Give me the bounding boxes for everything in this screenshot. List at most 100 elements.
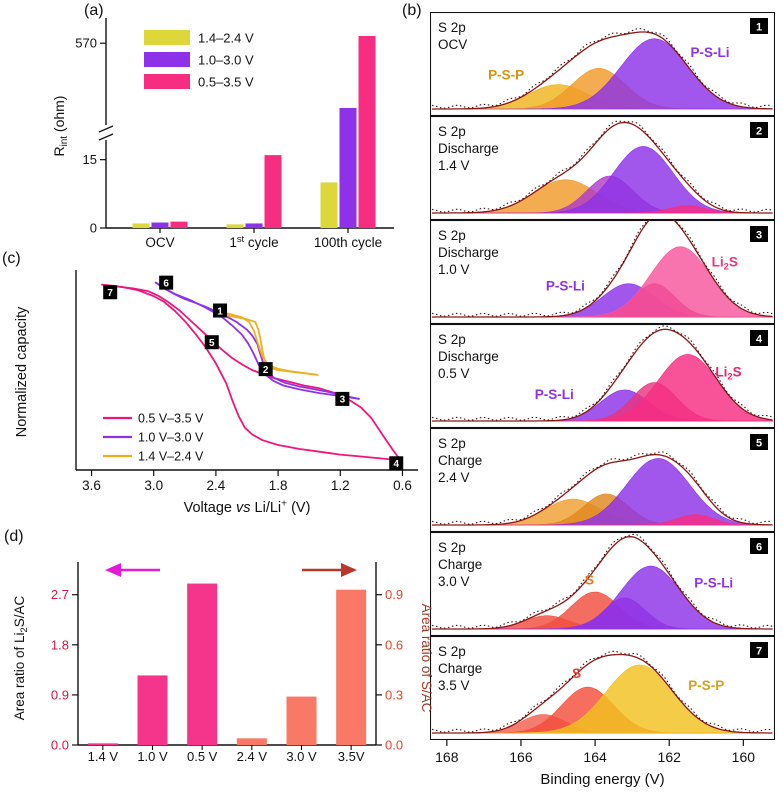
c-marker-number: 4 — [393, 459, 399, 470]
c-x-tick-label: 2.4 — [207, 478, 226, 493]
b-spectrum-label: S 2p — [438, 20, 466, 35]
b-x-tick-label: 166 — [509, 749, 533, 765]
a-x-tick-label: 100th cycle — [314, 235, 382, 250]
a-legend-label: 1.0–3.0 V — [198, 53, 254, 68]
b-number-badge — [750, 18, 768, 34]
c-marker-number: 7 — [107, 288, 113, 299]
panel-a-impedance-bar-chart: 0 15 570 Rint (ohm) OCV 1st cycle 100th cycle 1… — [51, 18, 394, 250]
b-raw-data-dotted-line — [431, 533, 773, 629]
d-x-tick-label: 0.5 V — [187, 749, 218, 764]
xps-spectrum-7: S 2p Charge 3.5 V 7 S P-S-P — [430, 636, 775, 740]
a-bar — [358, 36, 376, 228]
panel-a-label: (a) — [84, 2, 104, 19]
b-raw-data-dotted-line — [431, 451, 773, 525]
c-marker-badge — [103, 285, 118, 300]
c-x-tick-label: 1.2 — [331, 478, 350, 493]
d-x-tick-label: 1.0 V — [137, 749, 168, 764]
b-spectrum-label: 3.0 V — [438, 574, 470, 589]
b-spectrum-label: 3.5 V — [438, 678, 470, 693]
b-x-tick-label: 164 — [583, 749, 607, 765]
a-bar — [170, 221, 188, 228]
a-bar — [226, 224, 244, 228]
c-curve — [154, 281, 360, 400]
xps-spectrum-4: S 2p Discharge 0.5 V 4 P-S-Li Li2S — [430, 324, 775, 428]
b-x-tick-label: 160 — [732, 749, 756, 765]
d-right-tick-label: 0.9 — [385, 587, 403, 602]
b-envelope-line — [432, 121, 773, 214]
c-x-tick-label: 3.6 — [82, 478, 101, 493]
a-bar — [245, 223, 263, 228]
panel-d-area-ratio-bar-chart: 0.0 0.9 1.8 2.7 0.0 0.3 0.6 0.9 1.4 V 1.0 V 0.5 V 2… — [12, 562, 434, 764]
d-bar — [137, 675, 168, 745]
a-axis-break-mark — [98, 133, 114, 141]
b-spectrum-label: 1.0 V — [438, 262, 470, 277]
b-raw-data-dotted-line — [431, 325, 773, 421]
b-number-badge-text: 2 — [756, 126, 762, 138]
d-left-arrow-head — [105, 563, 121, 577]
b-number-badge-text: 5 — [756, 438, 762, 450]
c-marker-number: 2 — [263, 365, 269, 376]
d-x-tick-label: 1.4 V — [88, 749, 119, 764]
xps-spectrum-5: S 2p Charge 2.4 V 5 — [430, 428, 775, 532]
c-legend-label: 1.0 V–3.0 V — [138, 431, 204, 445]
b-raw-data-dotted-line — [431, 120, 773, 213]
c-curve — [212, 310, 319, 376]
b-envelope-line — [432, 220, 773, 318]
b-number-badge — [750, 434, 768, 450]
a-bar — [339, 108, 357, 228]
a-bar — [320, 182, 338, 228]
c-x-tick-label: 1.8 — [269, 478, 288, 493]
b-number-badge — [750, 226, 768, 242]
b-spectrum-label: 2.4 V — [438, 470, 470, 485]
d-x-tick-label: 3.5V — [338, 749, 365, 764]
b-spectrum-label: S 2p — [438, 332, 466, 347]
b-spectrum-label: S 2p — [438, 124, 466, 139]
d-x-tick-label: 3.0 V — [286, 749, 317, 764]
b-peak-annotation: P-S-Li — [691, 45, 730, 60]
a-y-axis-title: Rint (ohm) — [51, 96, 70, 157]
a-y-tick-label: 15 — [83, 152, 97, 167]
b-envelope-line — [432, 453, 773, 526]
a-legend-swatch — [144, 30, 190, 45]
a-y-tick-label: 570 — [75, 36, 97, 51]
b-envelope-line — [432, 31, 773, 110]
b-peak-annotation: P-S-Li — [535, 387, 574, 402]
a-bar — [151, 222, 169, 228]
c-marker-number: 5 — [209, 338, 215, 349]
d-bar — [187, 583, 218, 745]
c-marker-badge — [213, 303, 228, 318]
c-marker-badge — [389, 456, 404, 471]
d-bar — [286, 696, 317, 745]
panel-c-label: (c) — [2, 250, 21, 267]
b-peak-annotation: P-S-Li — [546, 278, 585, 293]
a-x-tick-label: OCV — [145, 235, 174, 250]
xps-spectrum-6: S 2p Charge 3.0 V 6 S P-S-Li — [430, 532, 775, 636]
c-marker-badge — [258, 362, 273, 377]
b-envelope-line — [432, 653, 773, 734]
b-spectrum-label: Discharge — [438, 141, 499, 156]
d-bar — [236, 738, 267, 745]
b-number-badge — [750, 538, 768, 554]
d-right-tick-label: 0.0 — [385, 738, 403, 753]
a-bar — [264, 155, 282, 228]
b-spectrum-label: Charge — [438, 453, 482, 468]
xps-spectrum-1: S 2p OCV 1 P-S-P P-S-Li — [430, 12, 775, 116]
b-spectrum-label: S 2p — [438, 644, 466, 659]
d-right-tick-label: 0.6 — [385, 637, 403, 652]
b-number-badge-text: 3 — [756, 230, 762, 242]
b-peak-annotation: Li2S — [712, 255, 738, 272]
xps-spectrum-3: S 2p Discharge 1.0 V 3 P-S-Li Li2S — [430, 220, 775, 324]
d-right-arrow-head — [341, 563, 357, 577]
b-peak-annotation: S — [572, 666, 581, 681]
b-x-tick-label: 168 — [435, 749, 459, 765]
b-number-badge-text: 6 — [756, 542, 762, 554]
d-left-tick-label: 1.8 — [51, 637, 69, 652]
d-left-tick-label: 0.0 — [51, 738, 69, 753]
b-x-axis-title: Binding energy (V) — [540, 771, 664, 788]
c-x-tick-label: 0.6 — [393, 478, 412, 493]
panel-c-capacity-voltage-chart: 3.6 3.0 2.4 1.8 1.2 0.6 Voltage vs Li/Li+ (V) N… — [14, 270, 418, 516]
b-spectrum-label: S 2p — [438, 228, 466, 243]
c-marker-number: 6 — [163, 278, 169, 289]
